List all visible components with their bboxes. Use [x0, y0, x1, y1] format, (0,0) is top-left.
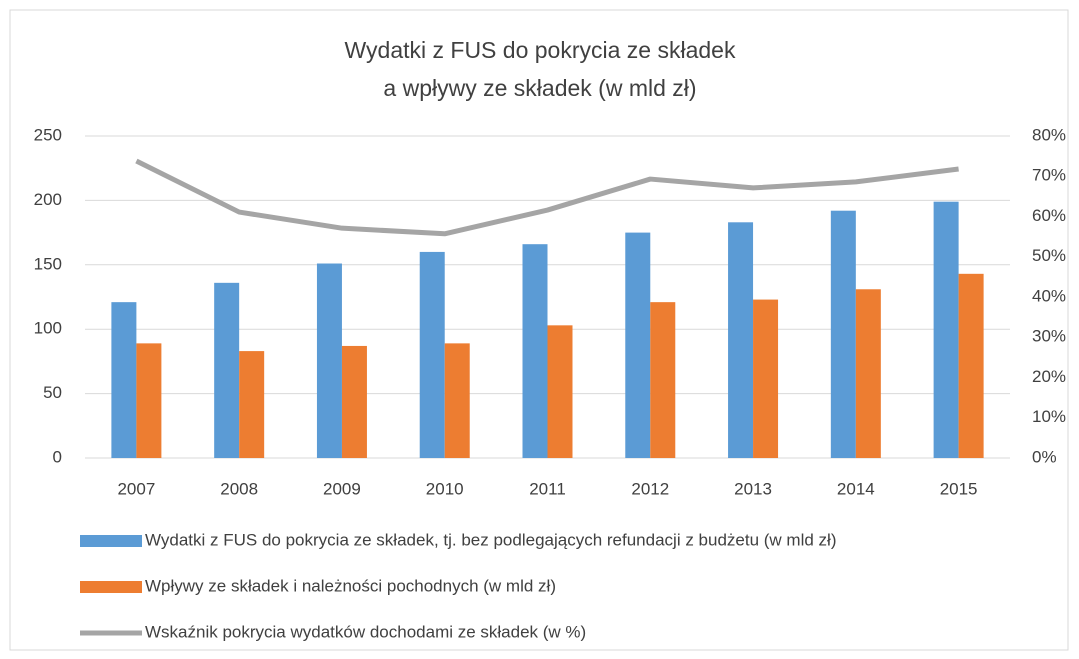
legend-label: Wskaźnik pokrycia wydatków dochodami ze … — [145, 622, 586, 641]
legend-swatch — [80, 581, 142, 593]
x-tick-label: 2008 — [220, 479, 258, 498]
bar — [830, 210, 856, 458]
x-tick-label: 2013 — [734, 479, 772, 498]
bar — [753, 299, 779, 458]
y2-tick-label: 40% — [1032, 286, 1066, 305]
bar — [650, 302, 676, 458]
chart-title: Wydatki z FUS do pokrycia ze składek — [345, 37, 736, 63]
y-tick-label: 250 — [34, 125, 62, 144]
bar — [111, 302, 137, 458]
bar — [625, 232, 651, 458]
x-tick-label: 2015 — [940, 479, 978, 498]
legend-label: Wydatki z FUS do pokrycia ze składek, tj… — [145, 530, 836, 549]
y2-tick-label: 50% — [1032, 246, 1066, 265]
x-tick-label: 2010 — [426, 479, 464, 498]
legend-label: Wpływy ze składek i należności pochodnyc… — [145, 576, 556, 595]
bar — [214, 282, 240, 458]
bar — [522, 244, 548, 458]
y2-tick-label: 10% — [1032, 407, 1066, 426]
x-tick-label: 2014 — [837, 479, 875, 498]
y2-tick-label: 70% — [1032, 166, 1066, 185]
y2-tick-label: 80% — [1032, 125, 1066, 144]
y2-tick-label: 20% — [1032, 367, 1066, 386]
y-tick-label: 100 — [34, 319, 62, 338]
bar — [933, 201, 959, 459]
y-tick-label: 50 — [43, 383, 62, 402]
bar — [316, 263, 342, 458]
bar — [136, 343, 162, 458]
y-tick-label: 0 — [53, 447, 62, 466]
bar — [239, 351, 265, 458]
line — [135, 158, 959, 237]
chart-title: a wpływy ze składek (w mld zł) — [383, 75, 696, 101]
y2-tick-label: 0% — [1032, 447, 1057, 466]
legend-swatch — [80, 535, 142, 547]
x-tick-label: 2011 — [529, 479, 566, 498]
y-tick-label: 150 — [34, 254, 62, 273]
x-tick-label: 2012 — [631, 479, 669, 498]
x-tick-label: 2007 — [117, 479, 155, 498]
bar — [444, 343, 470, 458]
y2-tick-label: 30% — [1032, 327, 1066, 346]
y-tick-label: 200 — [34, 190, 62, 209]
x-tick-label: 2009 — [323, 479, 361, 498]
y2-tick-label: 60% — [1032, 206, 1066, 225]
bar — [958, 273, 984, 458]
bar — [855, 289, 881, 458]
bar — [341, 345, 367, 458]
bar — [728, 222, 754, 458]
bar — [419, 251, 445, 458]
bar — [547, 325, 573, 458]
